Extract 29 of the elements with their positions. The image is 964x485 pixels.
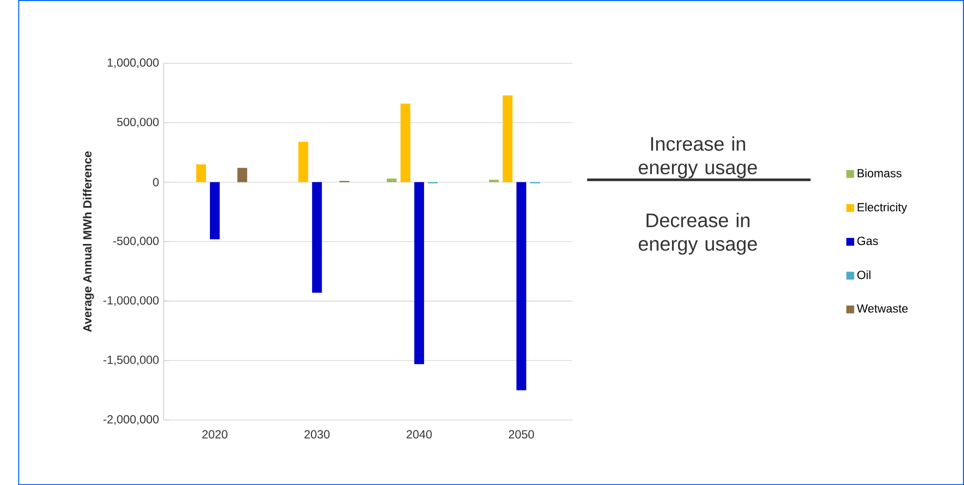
y-axis-title: Average Annual MWh Difference <box>82 151 94 332</box>
text: Decrease in energy usage <box>638 212 757 255</box>
x-tick-label: 2050 <box>508 430 534 438</box>
legend-label: Electricity <box>858 202 908 214</box>
bar <box>386 178 397 182</box>
bar <box>502 95 513 182</box>
y-tick-label: 500,000 <box>117 118 159 128</box>
y-tick-label: 1,000,000 <box>108 58 159 68</box>
x-tick-label: 2020 <box>202 430 228 438</box>
legend-label: Wetwaste <box>856 304 908 313</box>
x-tick-label: 2030 <box>304 430 330 438</box>
y-tick-label: -1,500,000 <box>103 356 159 366</box>
bar <box>298 142 308 182</box>
legend-label: Gas <box>857 236 878 245</box>
legend-label: Biomass <box>858 168 902 178</box>
legend-label: Oil <box>857 270 870 279</box>
y-tick-label: -2,000,000 <box>103 415 159 425</box>
y-tick-label: -1,000,000 <box>103 296 159 306</box>
y-tick-label: -500,000 <box>113 236 159 246</box>
bar <box>237 168 248 182</box>
y-tick-label: 0 <box>153 178 159 186</box>
bar <box>414 182 424 364</box>
bar <box>400 104 410 182</box>
bar <box>516 182 526 390</box>
bar <box>196 164 206 182</box>
x-tick-label: 2040 <box>406 430 432 438</box>
bar <box>312 182 322 293</box>
text: Increase in energy usage <box>638 136 757 178</box>
bar <box>210 182 220 240</box>
